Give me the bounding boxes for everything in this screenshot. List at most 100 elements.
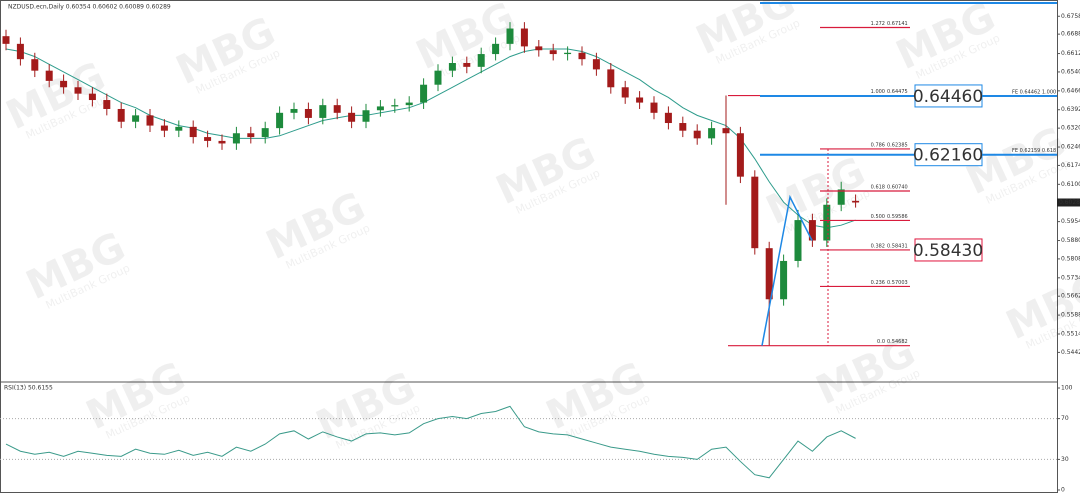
fib-ratio: 0.0 [877,339,885,345]
fib-ratio: 0.786 [871,142,885,148]
y-tick-label: 0.58080 [1061,255,1080,262]
candle-body [664,112,672,124]
candle-body [362,110,370,122]
candle-body [837,189,845,205]
level-note: FE 0.62159 0.618 [1012,148,1056,154]
fib-price: 0.67141 [887,21,908,27]
candle-body [420,84,428,103]
candle-body [708,128,716,139]
y-tick-label: 0.63200 [1061,125,1080,132]
candle-body [434,70,442,85]
candle-body [535,46,543,51]
candle-body [679,123,687,131]
fib-ratio: 0.382 [871,243,885,249]
y-tick-label: 100 [1061,385,1073,392]
candle-body [31,59,39,71]
level-note: FE 0.64462 1.000 [1012,89,1056,95]
y-tick-label: 0.57340 [1061,274,1080,281]
y-tick-label: 0 [1061,487,1065,494]
current-price: 0.60289 [1059,199,1080,206]
level-label: 0.58430 [913,241,983,261]
candle-body [477,54,485,67]
candle-body [60,80,68,88]
level-label: 0.64460 [913,87,983,107]
candle-body [189,126,197,138]
y-tick-label: 0.66120 [1061,50,1080,57]
candle-body [16,43,24,60]
candle-body [780,260,788,300]
candle-body [736,133,744,177]
candle-body [751,176,759,249]
y-tick-label: 0.61740 [1061,162,1080,169]
candle-body [348,112,356,122]
y-tick-label: 70 [1061,415,1069,422]
candle-body [823,204,831,241]
candle-body [103,100,111,109]
chart-header: NZDUSD.ecn,Daily 0.60354 0.60602 0.60089… [8,4,171,11]
candle-body [74,87,82,94]
candle-body [621,87,629,98]
candle-body [117,108,125,122]
level-label: 0.62160 [913,146,983,166]
candle-body [564,52,572,55]
candle-body [333,105,341,113]
level-box [914,238,983,262]
candle-body [722,128,730,134]
candle-body [520,28,528,47]
level-box [914,143,983,167]
candle-body [636,97,644,103]
candle-body [276,112,284,129]
y-tick-label: 0.66880 [1061,31,1080,38]
candle-body [45,70,53,81]
candle-body [304,108,312,118]
y-tick-label: 0.58800 [1061,237,1080,244]
fib-ratio: 1.000 [871,89,885,95]
current-price-box [1057,198,1080,207]
y-tick-label: 0.55140 [1061,331,1080,338]
candle-body [146,115,154,126]
zigzag [761,194,813,346]
plot-frame [0,0,1058,493]
fib-price: 0.62385 [887,142,908,148]
y-tick-label: 0.65400 [1061,68,1080,75]
candle-body [132,115,140,122]
rsi-title: RSI(13) 50.6155 [4,385,53,392]
fib-price: 0.59586 [887,214,908,220]
fib-price: 0.57003 [887,280,908,286]
candle-body [175,126,183,131]
fib-ratio: 0.500 [871,214,885,220]
candle-body [808,220,816,241]
candle-body [448,63,456,71]
y-tick-label: 0.59540 [1061,218,1080,225]
rsi-line [5,405,856,479]
y-tick-label: 0.67580 [1061,13,1080,20]
fib-ratio: 1.272 [871,21,885,27]
y-tick-label: 0.54420 [1061,349,1080,356]
candle-body [794,220,802,261]
fib-price: 0.58431 [887,243,908,249]
candle-body [88,93,96,101]
level-box [914,84,983,108]
candle-body [578,52,586,60]
candle-body [218,140,226,144]
candle-body [204,137,212,141]
candle-body [693,130,701,139]
candle-body [463,63,471,67]
y-tick-label: 0.63920 [1061,106,1080,113]
fib-price: 0.54682 [887,339,908,345]
moving-average [5,48,856,229]
y-tick-label: 0.56620 [1061,293,1080,300]
candle-body [405,102,413,106]
y-tick-label: 30 [1061,456,1069,463]
y-tick-label: 0.62460 [1061,144,1080,151]
candle-body [549,50,557,55]
candle-body [607,69,615,88]
candle-body [852,200,860,203]
candle-body [319,105,327,118]
candle-body [592,59,600,70]
y-tick-label: 0.64660 [1061,87,1080,94]
fib-price: 0.60740 [887,184,908,190]
